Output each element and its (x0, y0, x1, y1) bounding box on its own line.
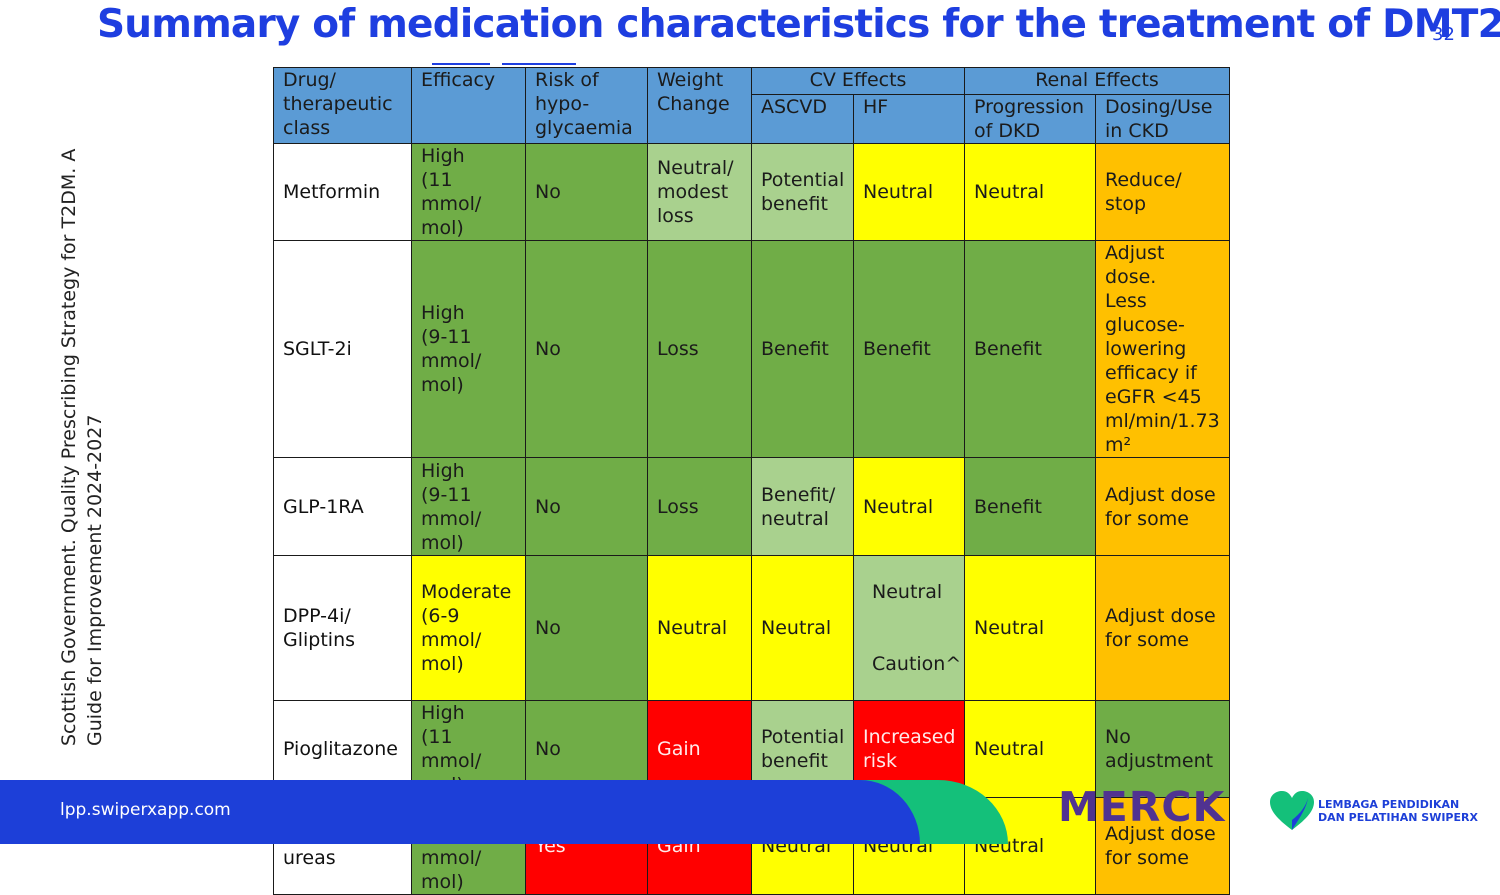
cell-hypo: No (525, 240, 648, 458)
page-number: 32 (1432, 24, 1455, 45)
cell-dkd: Benefit (964, 457, 1097, 556)
cell-ckd: Adjust dose. Less glucose- lowering effi… (1095, 240, 1231, 458)
heart-logo-icon (1270, 791, 1314, 830)
table-row: Metformin High (11 mmol/ mol) No Neutral… (273, 143, 1231, 241)
cell-dkd: Benefit (964, 240, 1097, 458)
cell-efficacy: High (9-11 mmol/ mol) (411, 457, 526, 556)
cell-hf-bottom: Caution^ (872, 653, 962, 675)
cell-hf: Neutral (852, 143, 966, 241)
cell-weight: Loss (647, 457, 752, 556)
header-drug-class: Drug/ therapeutic class (273, 67, 412, 144)
cell-weight: Neutral/ modest loss (647, 143, 752, 241)
cell-hypo: No (525, 457, 648, 556)
footer-bar (0, 780, 920, 844)
header-ckd: Dosing/Use in CKD (1095, 94, 1231, 144)
cell-hf-top: Neutral (872, 581, 943, 603)
cell-efficacy: High (9-11 mmol/ mol) (411, 240, 526, 458)
header-efficacy: Efficacy (411, 67, 526, 144)
cell-dkd: Neutral (964, 700, 1097, 798)
title-underline-left (432, 63, 490, 65)
footer-url: lpp.swiperxapp.com (60, 800, 231, 820)
header-dkd: Progression of DKD (964, 94, 1097, 144)
medication-table: Drug/ therapeutic class Efficacy Risk of… (273, 67, 1231, 895)
lp-logo-line2: DAN PELATIHAN SWIPERX (1318, 811, 1478, 824)
cell-ascvd: Benefit (751, 240, 854, 458)
cell-hypo: No (525, 555, 648, 701)
cell-hf: Benefit (852, 240, 966, 458)
cell-hf: Neutral (852, 457, 966, 556)
cell-weight: Loss (647, 240, 752, 458)
table-row: GLP-1RA High (9-11 mmol/ mol) No Loss Be… (273, 457, 1231, 556)
cell-hypo: No (525, 143, 648, 241)
header-weight-change: Weight Change (647, 67, 752, 144)
slide-title: Summary of medication characteristics fo… (97, 2, 1500, 47)
cell-weight: Neutral (647, 555, 752, 701)
title-underline-right (502, 63, 576, 65)
cell-drug: GLP-1RA (273, 457, 412, 556)
header-hypoglycaemia: Risk of hypo- glycaemia (525, 67, 648, 144)
cell-drug: SGLT-2i (273, 240, 412, 458)
cell-drug: DPP-4i/ Gliptins (273, 555, 412, 701)
header-ascvd: ASCVD (751, 94, 854, 144)
cell-ascvd: Neutral (751, 555, 854, 701)
lp-logo-text: LEMBAGA PENDIDIKAN DAN PELATIHAN SWIPERX (1318, 798, 1478, 824)
cell-hf: Neutral Caution^ (852, 555, 966, 701)
citation-side-note: Scottish Government. Quality Prescribing… (58, 148, 106, 746)
lp-logo-line1: LEMBAGA PENDIDIKAN (1318, 798, 1460, 811)
cell-ckd: No adjustment (1095, 700, 1231, 798)
cell-dkd: Neutral (964, 555, 1097, 701)
table-row: SGLT-2i High (9-11 mmol/ mol) No Loss Be… (273, 240, 1231, 458)
header-hf: HF (852, 94, 966, 144)
cell-ascvd: Potential benefit (751, 143, 854, 241)
cell-ckd: Reduce/ stop (1095, 143, 1231, 241)
cell-efficacy: Moderate (6-9 mmol/ mol) (411, 555, 526, 701)
cell-drug: Metformin (273, 143, 412, 241)
header-cv-effects: CV Effects (750, 67, 966, 95)
cell-ckd: Adjust dose for some (1095, 555, 1231, 701)
cell-dkd: Neutral (964, 143, 1097, 241)
cell-ascvd: Benefit/ neutral (751, 457, 854, 556)
table-row: DPP-4i/ Gliptins Moderate (6-9 mmol/ mol… (273, 555, 1231, 701)
cell-ckd: Adjust dose for some (1095, 457, 1231, 556)
merck-logo: MERCK (1058, 783, 1226, 831)
cell-efficacy: High (11 mmol/ mol) (411, 143, 526, 241)
header-renal-effects: Renal Effects (964, 67, 1231, 95)
